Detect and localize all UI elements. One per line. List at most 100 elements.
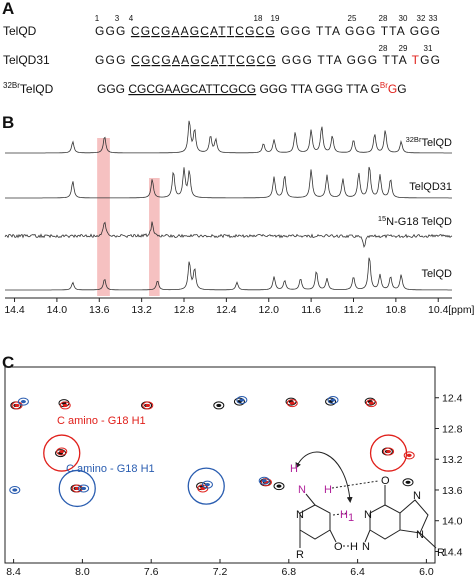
atom-label: H xyxy=(290,463,298,475)
highlight-band xyxy=(149,178,160,296)
label-text: TelQD xyxy=(421,268,452,280)
atom-label: R xyxy=(437,547,445,559)
seq-part: GGG xyxy=(95,24,130,38)
annotation: C amino - G18 H1 xyxy=(66,463,155,475)
construct-name: 32BrTelQD xyxy=(3,81,54,96)
cross-peak xyxy=(273,482,285,491)
seq-part: G xyxy=(397,82,406,96)
noe-arrow xyxy=(295,451,353,503)
x-tick-label: 11.6 xyxy=(301,304,321,316)
cross-peak xyxy=(383,447,395,456)
x-tick-label: 10.8 xyxy=(386,304,407,316)
cross-peak xyxy=(59,401,71,410)
cross-peak xyxy=(327,396,339,405)
x-tick-label: 13.2 xyxy=(131,304,152,316)
highlight-circle xyxy=(58,469,96,508)
seq-part: GG xyxy=(420,53,440,67)
seq-part: G xyxy=(388,82,397,96)
y-tick-label: 14.0 xyxy=(442,516,463,528)
cross-peak xyxy=(9,485,21,494)
cross-peak xyxy=(402,478,414,487)
position-number: 31 xyxy=(424,44,433,53)
cross-peak-core xyxy=(330,398,336,402)
sequence-numbers: 1 3 4 18 19 25 28 30 32 33 28 29 31 xyxy=(95,14,438,53)
cross-peak xyxy=(17,397,29,406)
atom-label: H xyxy=(324,484,332,496)
x-tick-label: 7.2 xyxy=(213,566,228,578)
cross-peak xyxy=(258,476,270,485)
atom-label: H xyxy=(350,541,358,553)
position-number: 29 xyxy=(399,44,408,53)
panel-label: C xyxy=(2,353,14,372)
position-number: 25 xyxy=(348,14,357,23)
cross-peak xyxy=(213,401,225,410)
seq-part: CGCGAAGCATTCGCG xyxy=(131,53,276,67)
atom-label: N xyxy=(362,541,370,553)
guanine-ring xyxy=(369,504,401,540)
atom-label: N xyxy=(296,509,304,521)
spectrum-trace xyxy=(5,166,452,199)
hsqc-panel: 8.4 8.0 7.6 7.2 6.8 6.4 6.0 12.4 12.8 13.2 13.6 14.… xyxy=(4,366,463,578)
cross-peak-core xyxy=(239,398,245,402)
x-tick-label: 6.4 xyxy=(350,566,365,578)
x-tick-label: 6.0 xyxy=(419,566,434,578)
x-unit: [ppm] xyxy=(448,304,474,316)
bond xyxy=(305,493,316,506)
seq-part: CGCGAAGCATTCGCG xyxy=(128,82,256,96)
base-pair-structure xyxy=(295,451,437,549)
h-bond xyxy=(331,480,379,489)
name-sup: 32Br xyxy=(3,81,20,90)
construct-name: TelQD xyxy=(3,24,37,38)
cross-peak xyxy=(286,399,298,408)
cross-peak xyxy=(285,397,297,406)
name-text: TelQD xyxy=(20,82,54,96)
bond xyxy=(364,529,371,543)
atom-label: H xyxy=(340,509,348,521)
trace-label: 32BrTelQD xyxy=(406,135,452,149)
annotation: C amino - G18 H1 xyxy=(57,415,146,427)
atom-label: N xyxy=(298,484,306,496)
cross-peak xyxy=(236,396,248,405)
cross-peak xyxy=(201,480,213,489)
seq-part: GGG TTA GGG TTA GGG xyxy=(276,24,440,38)
sequence: GGG CGCGAAGCATTCGCG GGG TTA GGG TTA GBrG… xyxy=(97,81,407,96)
cross-peak-core xyxy=(20,399,26,404)
cross-peak xyxy=(78,484,90,493)
cross-peak-core xyxy=(261,479,267,483)
highlight-circle xyxy=(187,467,225,505)
h-bond xyxy=(332,512,349,516)
highlight-circle xyxy=(43,434,81,472)
x-tick-label: 6.8 xyxy=(281,566,296,578)
spectrum-trace xyxy=(5,257,452,291)
seq-part: CGCGAAGCATTCGCG xyxy=(131,24,275,38)
x-tick-label: 12.0 xyxy=(259,304,280,316)
cross-peak-core xyxy=(59,449,65,454)
y-tick-label: 12.4 xyxy=(442,393,463,405)
cross-peak xyxy=(260,478,272,487)
x-tick-label: 10.4 xyxy=(428,304,449,316)
label-sup: 15 xyxy=(378,214,386,223)
sequence: GGG CGCGAAGCATTCGCG GGG TTA GGG TTA TGG xyxy=(95,53,440,67)
y-tick-label: 13.6 xyxy=(442,485,463,497)
cross-peak-core xyxy=(405,480,411,484)
position-number: 28 xyxy=(379,44,388,53)
construct-name: TelQD31 xyxy=(3,53,50,67)
x-tick-label: 7.6 xyxy=(144,566,159,578)
bond xyxy=(419,532,437,549)
atom-label: N xyxy=(364,509,372,521)
seq-part: GGG TTA GGG TTA xyxy=(277,53,410,67)
label-text: N-G18 TelQD xyxy=(386,216,452,228)
trace-label: TelQD xyxy=(421,268,452,280)
spectrum-trace xyxy=(4,221,453,249)
cross-peak xyxy=(325,397,337,406)
cross-peak-core xyxy=(386,449,392,454)
bond xyxy=(329,529,337,543)
imidazole-ring xyxy=(399,499,429,534)
y-tick-label: 13.2 xyxy=(442,454,463,466)
atom-label: R xyxy=(296,549,304,561)
cross-peak-core xyxy=(204,483,210,487)
position-number: 19 xyxy=(271,14,280,23)
highlight-band xyxy=(97,138,110,296)
position-number: 1 xyxy=(95,14,100,23)
cytosine-ring xyxy=(299,504,331,540)
